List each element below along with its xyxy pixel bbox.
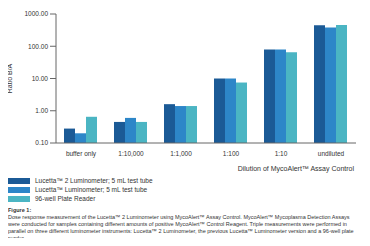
svg-text:Dilution of MycoAlert™ Assay C: Dilution of MycoAlert™ Assay Control <box>238 165 355 173</box>
svg-text:1000.00: 1000.00 <box>25 10 49 17</box>
html-text:Lucetta™ Luminometer; 5 mL tes: Lucetta™ Luminometer; 5 mL test tube <box>35 186 148 193</box>
svg-text:1:100: 1:100 <box>223 150 240 157</box>
html-text:96-well Plate Reader: 96-well Plate Reader <box>35 195 96 202</box>
html-text:Lucetta™ 2 Luminometer; 5 mL t: Lucetta™ 2 Luminometer; 5 mL test tube <box>35 177 153 184</box>
svg-text:undiluted: undiluted <box>318 150 345 157</box>
svg-text:10.00: 10.00 <box>32 75 49 82</box>
html-text:Figure 1:: Figure 1: <box>8 207 32 213</box>
svg-text:1:10,000: 1:10,000 <box>118 150 144 157</box>
svg-text:0.10: 0.10 <box>35 139 48 146</box>
svg-text:1:1,000: 1:1,000 <box>170 150 192 157</box>
svg-text:100.00: 100.00 <box>28 43 48 50</box>
svg-text:1.00: 1.00 <box>35 107 48 114</box>
svg-text:buffer only: buffer only <box>66 150 97 158</box>
svg-text:Ratio B/A: Ratio B/A <box>8 63 13 93</box>
svg-text:1:10: 1:10 <box>275 150 288 157</box>
